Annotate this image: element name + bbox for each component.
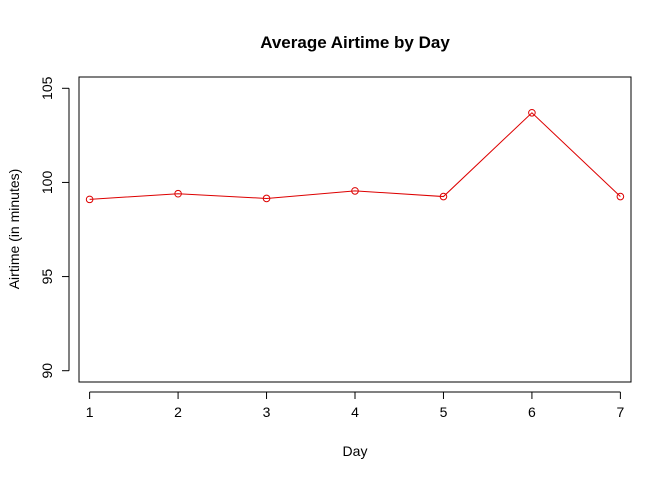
y-tick-label: 95 <box>39 269 55 285</box>
data-point <box>262 194 271 203</box>
y-tick-label: 90 <box>39 363 55 379</box>
data-point <box>174 189 182 198</box>
x-tick-label: 1 <box>86 404 94 420</box>
x-tick-label: 7 <box>616 404 624 420</box>
series-layer <box>85 108 625 204</box>
data-point <box>351 187 359 195</box>
data-point <box>528 108 536 117</box>
data-point <box>85 195 94 204</box>
plot-frame <box>78 76 632 383</box>
data-point <box>439 192 448 201</box>
x-tick-label: 4 <box>351 404 359 420</box>
x-axis-label: Day <box>343 443 368 459</box>
x-tick-label: 3 <box>263 404 271 420</box>
series-line <box>89 112 621 200</box>
y-tick-label: 100 <box>39 171 55 195</box>
x-tick-label: 5 <box>440 404 448 420</box>
x-tick-label: 6 <box>528 404 536 420</box>
y-axis: 90 95 100 105 <box>39 76 70 379</box>
x-tick-label: 2 <box>174 404 182 420</box>
data-point <box>616 192 625 201</box>
y-tick-label: 105 <box>39 76 55 100</box>
chart-title: Average Airtime by Day <box>260 33 450 52</box>
y-axis-label: Airtime (in minutes) <box>6 169 22 290</box>
x-axis: 1 2 3 4 5 6 7 <box>86 391 624 420</box>
